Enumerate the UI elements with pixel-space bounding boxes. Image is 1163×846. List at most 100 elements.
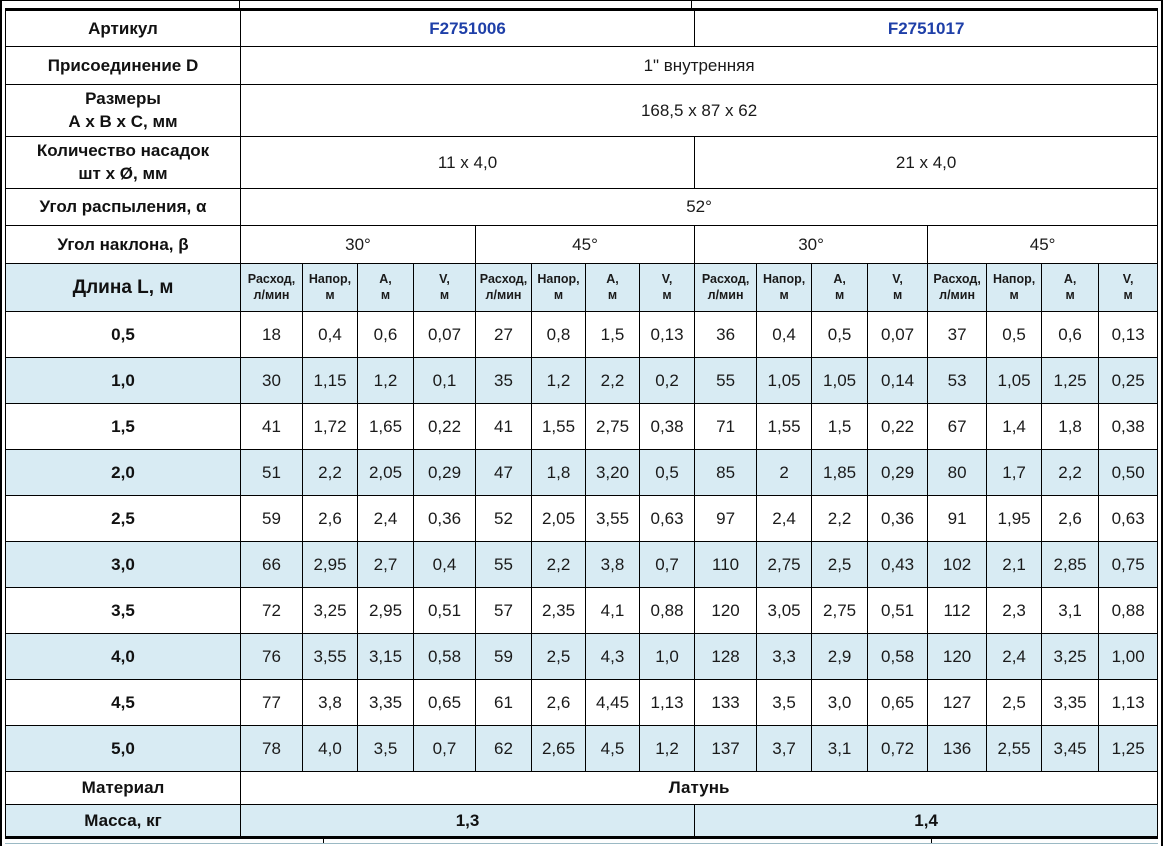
flow-cell: 102 bbox=[927, 541, 988, 588]
mass-value-1: 1,3 bbox=[239, 804, 696, 838]
flow-cell: 1,95 bbox=[986, 495, 1043, 542]
measure-header-g2-4: V, м bbox=[638, 263, 696, 312]
nozzles-label: Количество насадок шт х Ø, мм bbox=[5, 136, 241, 189]
flow-cell: 1,85 bbox=[811, 449, 869, 496]
flow-cell: 4,0 bbox=[302, 725, 358, 772]
flow-cell: 0,5 bbox=[811, 311, 869, 358]
product-spec-table: Артикул F2751006 F2751017 Присоединение … bbox=[5, 8, 1159, 839]
length-value: 4,0 bbox=[5, 633, 241, 680]
flow-cell: 1,2 bbox=[638, 725, 696, 772]
flow-cell: 0,5 bbox=[986, 311, 1043, 358]
flow-cell: 2,75 bbox=[585, 403, 640, 450]
flow-cell: 59 bbox=[240, 495, 303, 542]
flow-cell: 2,2 bbox=[1041, 449, 1100, 496]
flow-cell: 0,50 bbox=[1098, 449, 1159, 496]
spec-row-dimensions: Размеры А х В х С, мм 168,5 х 87 х 62 bbox=[5, 84, 1159, 137]
flow-cell: 1,25 bbox=[1041, 357, 1100, 404]
flow-cell: 2,05 bbox=[531, 495, 586, 542]
flow-cell: 3,25 bbox=[302, 587, 358, 634]
measure-header-g4-3: А, м bbox=[1041, 263, 1100, 312]
tilt-angle-value-4: 45° bbox=[927, 225, 1159, 264]
flow-cell: 3,55 bbox=[302, 633, 358, 680]
flow-cell: 1,5 bbox=[585, 311, 640, 358]
flow-cell: 59 bbox=[475, 633, 532, 680]
flow-cell: 2,95 bbox=[357, 587, 414, 634]
flow-cell: 0,43 bbox=[867, 541, 929, 588]
flow-cell: 55 bbox=[475, 541, 532, 588]
flow-cell: 2,9 bbox=[811, 633, 869, 680]
dimensions-value: 168,5 х 87 х 62 bbox=[239, 84, 1159, 137]
flow-cell: 2,7 bbox=[357, 541, 414, 588]
flow-cell: 2,3 bbox=[986, 587, 1043, 634]
flow-cell: 0,29 bbox=[867, 449, 929, 496]
flow-cell: 97 bbox=[694, 495, 758, 542]
flow-cell: 0,07 bbox=[413, 311, 476, 358]
flow-cell: 78 bbox=[240, 725, 303, 772]
flow-cell: 1,72 bbox=[302, 403, 358, 450]
flow-cell: 0,6 bbox=[1041, 311, 1100, 358]
tilt-angle-label: Угол наклона, β bbox=[5, 225, 241, 264]
flow-cell: 120 bbox=[694, 587, 758, 634]
flow-cell: 2,75 bbox=[811, 587, 869, 634]
flow-cell: 1,55 bbox=[531, 403, 586, 450]
spec-row-nozzles: Количество насадок шт х Ø, мм 11 х 4,0 2… bbox=[5, 136, 1159, 189]
measure-header-g3-1: Расход, л/мин bbox=[694, 263, 758, 312]
flow-cell: 1,25 bbox=[1098, 725, 1159, 772]
flow-cell: 1,15 bbox=[302, 357, 358, 404]
flow-cell: 0,75 bbox=[1098, 541, 1159, 588]
spec-row-tilt-angle: Угол наклона, β 30° 45° 30° 45° bbox=[5, 225, 1159, 264]
flow-cell: 1,00 bbox=[1098, 633, 1159, 680]
spec-row-material: Материал Латунь bbox=[5, 771, 1159, 805]
flow-cell: 0,07 bbox=[867, 311, 929, 358]
flow-cell: 0,7 bbox=[413, 725, 476, 772]
tilt-angle-value-1: 30° bbox=[240, 225, 476, 264]
flow-cell: 3,5 bbox=[357, 725, 414, 772]
flow-cell: 0,63 bbox=[1098, 495, 1159, 542]
dimensions-label-line2: А х В х С, мм bbox=[68, 111, 178, 131]
flow-cell: 128 bbox=[694, 633, 758, 680]
flow-cell: 80 bbox=[927, 449, 988, 496]
length-value: 1,5 bbox=[5, 403, 241, 450]
spec-row-connection: Присоединение D 1" внутренняя bbox=[5, 46, 1159, 85]
flow-cell: 112 bbox=[927, 587, 988, 634]
flow-cell: 3,1 bbox=[1041, 587, 1100, 634]
flow-cell: 3,3 bbox=[756, 633, 813, 680]
measure-header-g2-3: А, м bbox=[585, 263, 640, 312]
flow-cell: 77 bbox=[240, 679, 303, 726]
measure-header-g4-2: Напор, м bbox=[986, 263, 1043, 312]
flow-cell: 3,8 bbox=[302, 679, 358, 726]
flow-cell: 1,05 bbox=[986, 357, 1043, 404]
connection-label: Присоединение D bbox=[5, 46, 241, 85]
flow-cell: 0,25 bbox=[1098, 357, 1159, 404]
length-value: 2,5 bbox=[5, 495, 241, 542]
flow-cell: 3,5 bbox=[756, 679, 813, 726]
flow-cell: 61 bbox=[475, 679, 532, 726]
flow-cell: 2,35 bbox=[531, 587, 586, 634]
flow-cell: 62 bbox=[475, 725, 532, 772]
flow-cell: 0,13 bbox=[1098, 311, 1159, 358]
flow-cell: 47 bbox=[475, 449, 532, 496]
flow-cell: 0,13 bbox=[638, 311, 696, 358]
flow-cell: 3,45 bbox=[1041, 725, 1100, 772]
flow-cell: 1,13 bbox=[638, 679, 696, 726]
flow-cell: 2,75 bbox=[756, 541, 813, 588]
flow-cell: 1,65 bbox=[357, 403, 414, 450]
flow-cell: 2,1 bbox=[986, 541, 1043, 588]
length-value: 5,0 bbox=[5, 725, 241, 772]
flow-cell: 0,65 bbox=[867, 679, 929, 726]
nozzles-value-1: 11 х 4,0 bbox=[239, 136, 696, 189]
length-value: 3,0 bbox=[5, 541, 241, 588]
flow-cell: 0,14 bbox=[867, 357, 929, 404]
dimensions-label-line1: Размеры bbox=[85, 89, 161, 109]
flow-cell: 0,29 bbox=[413, 449, 476, 496]
measure-header-g4-4: V, м bbox=[1098, 263, 1159, 312]
flow-cell: 0,5 bbox=[638, 449, 696, 496]
flow-cell: 3,25 bbox=[1041, 633, 1100, 680]
length-value: 2,0 bbox=[5, 449, 241, 496]
flow-cell: 0,58 bbox=[413, 633, 476, 680]
flow-cell: 2,5 bbox=[811, 541, 869, 588]
flow-row-4,5: 4,5 77 3,8 3,35 0,65 61 2,6 4,45 1,13 133 3,5 3,0 0,… bbox=[5, 679, 1159, 726]
flow-cell: 35 bbox=[475, 357, 532, 404]
flow-cell: 3,15 bbox=[357, 633, 414, 680]
